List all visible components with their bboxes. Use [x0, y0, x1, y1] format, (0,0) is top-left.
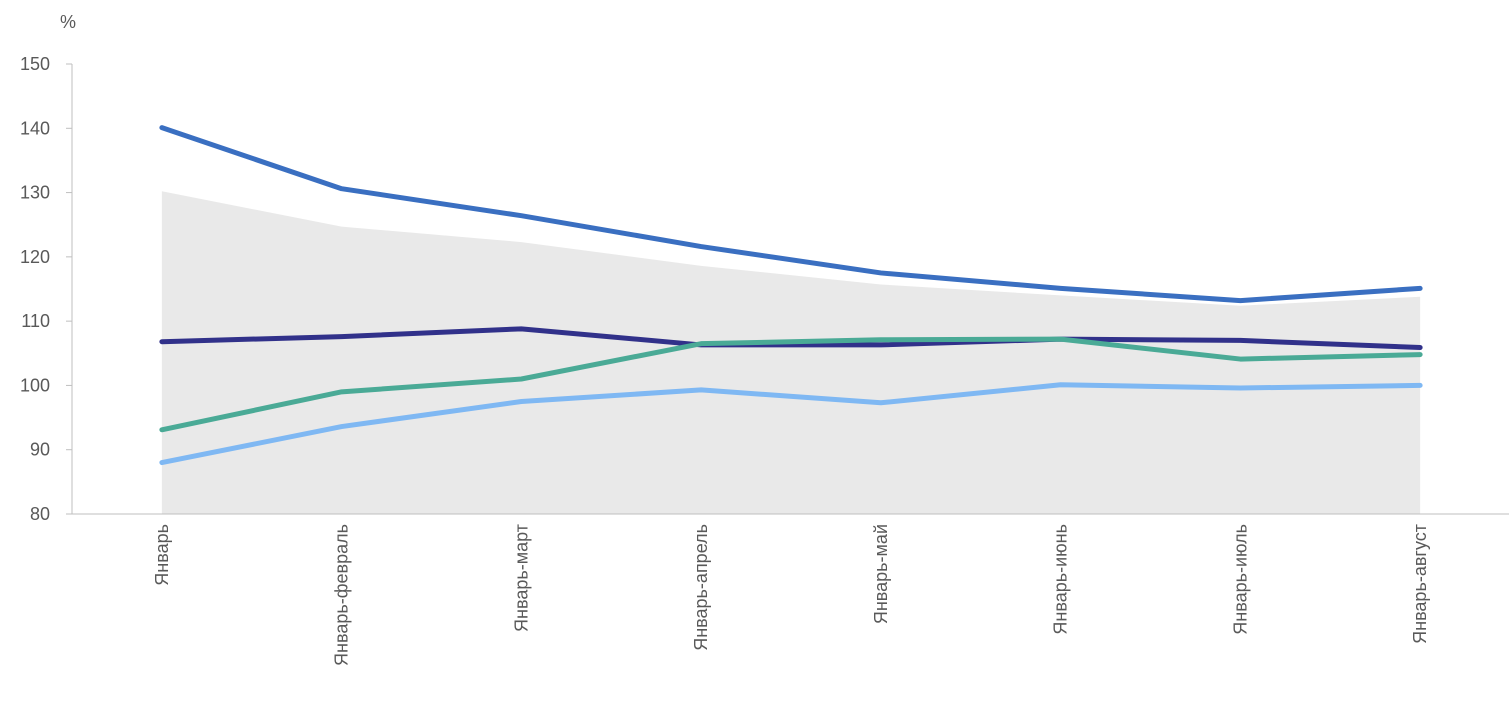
x-tick-labels: Январь Январь-февраль Январь-март Январь-ап… — [152, 524, 1430, 666]
series-line-4 — [159, 382, 1423, 466]
y-tick-label: 140 — [20, 118, 50, 138]
x-tick-label: Январь-май — [871, 524, 891, 624]
x-tick-label: Январь-август — [1410, 524, 1430, 644]
range-area-layer — [161, 191, 1421, 515]
y-tick-label: 110 — [21, 311, 50, 331]
series-line-3 — [159, 336, 1423, 433]
x-tick-label: Январь — [152, 524, 172, 586]
y-tick-label: 120 — [20, 247, 50, 267]
series-line-2 — [159, 326, 1423, 350]
x-tick-label: Январь-апрель — [691, 524, 711, 651]
x-tick-label: Январь-март — [511, 524, 531, 632]
axes — [71, 64, 1509, 515]
y-tick-label: 80 — [30, 504, 50, 524]
x-tick-label: Январь-июнь — [1051, 524, 1071, 635]
y-tick-labels: 80 90 100 110 120 130 140 150 — [20, 54, 72, 524]
series-line-1 — [159, 125, 1423, 304]
y-tick-label: 150 — [20, 54, 50, 74]
series-lines — [159, 125, 1423, 466]
y-tick-label: 100 — [20, 375, 50, 395]
range-area — [161, 191, 1421, 515]
y-tick-label: 90 — [30, 440, 50, 460]
y-tick-label: 130 — [20, 183, 50, 203]
x-tick-label: Январь-февраль — [332, 524, 352, 666]
y-unit-label: % — [60, 12, 76, 32]
x-tick-label: Январь-июль — [1230, 524, 1250, 635]
